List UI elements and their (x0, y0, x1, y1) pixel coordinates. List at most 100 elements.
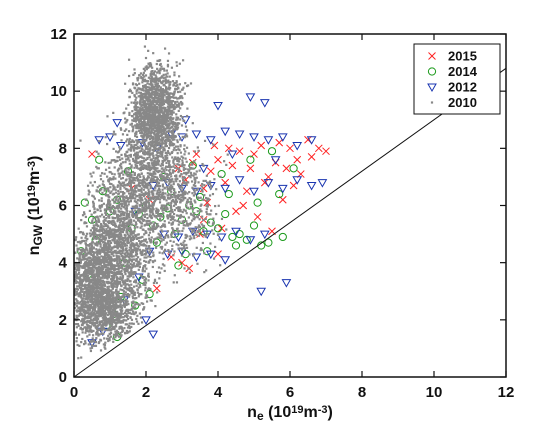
point-2010 (135, 259, 138, 262)
point-2010 (112, 313, 116, 316)
point-2010 (101, 183, 104, 186)
point-2010 (102, 215, 105, 219)
point-2010 (86, 258, 89, 261)
point-2010 (128, 216, 131, 219)
point-2010 (147, 66, 150, 69)
point-2010 (150, 124, 153, 127)
point-2010 (121, 274, 125, 277)
x-mark-stroke (253, 213, 262, 221)
point-2010 (105, 247, 108, 250)
point-2010 (165, 124, 168, 127)
point-2010 (111, 266, 114, 269)
point-2010 (145, 99, 148, 102)
point-2010 (81, 248, 84, 251)
point-2010 (136, 233, 139, 236)
point-2010 (156, 157, 159, 160)
point-2010 (163, 109, 166, 112)
point-2010 (125, 167, 129, 170)
point-2010 (129, 184, 132, 187)
point-2010 (134, 253, 138, 257)
point-2012 (112, 119, 123, 128)
point-2010 (79, 309, 82, 312)
point-2010 (88, 244, 91, 247)
point-2010 (102, 297, 105, 300)
point-2010 (86, 272, 90, 275)
point-2010 (80, 287, 83, 291)
point-2010 (112, 254, 115, 257)
point-2010 (125, 267, 128, 270)
point-2010 (91, 310, 94, 313)
point-2010 (108, 243, 111, 246)
point-2010 (97, 251, 100, 254)
point-2010 (103, 242, 107, 245)
point-2010 (179, 114, 183, 118)
point-2010 (126, 275, 129, 278)
point-2010 (104, 257, 107, 260)
point-2010 (120, 325, 123, 328)
point-2010 (174, 96, 177, 99)
point-2010 (97, 292, 100, 295)
point-2010 (107, 187, 110, 190)
point-2015 (307, 153, 316, 161)
point-2010 (141, 106, 144, 110)
point-2010 (112, 206, 116, 209)
point-2010 (126, 277, 129, 281)
point-2010 (156, 181, 159, 184)
point-2010 (83, 313, 86, 317)
point-2010 (126, 204, 129, 207)
point-2010 (84, 297, 87, 301)
point-2010 (139, 128, 143, 132)
point-2010 (117, 218, 121, 222)
point-2010 (135, 90, 138, 93)
x-mark-stroke (260, 178, 269, 187)
point-2010 (137, 173, 140, 176)
point-2010 (111, 177, 114, 181)
point-2010 (152, 119, 155, 122)
point-2010 (99, 245, 102, 248)
point-2010 (125, 140, 128, 143)
point-2010 (88, 293, 91, 296)
point-2010 (91, 288, 95, 291)
point-2010 (156, 142, 159, 145)
point-2014 (192, 207, 201, 216)
point-2010 (120, 184, 123, 187)
point-2010 (136, 217, 139, 220)
point-2010 (115, 191, 118, 194)
point-2010 (179, 90, 182, 93)
point-2010 (102, 279, 105, 282)
point-2010 (149, 92, 152, 95)
point-2010 (154, 90, 158, 93)
point-2010 (147, 117, 150, 120)
point-2010 (134, 193, 137, 196)
point-2010 (90, 287, 93, 291)
point-2010 (131, 119, 134, 122)
point-2010 (104, 161, 107, 164)
point-2010 (105, 204, 108, 207)
point-2010 (136, 88, 139, 92)
point-2010 (110, 285, 113, 288)
point-2010 (145, 213, 149, 216)
point-2010 (83, 303, 86, 306)
point-2010 (169, 126, 172, 129)
point-2010 (156, 191, 159, 194)
point-2010 (143, 215, 147, 219)
point-2010 (155, 216, 158, 219)
point-2010 (131, 271, 134, 275)
point-2010 (118, 148, 122, 151)
point-2010 (162, 142, 166, 145)
point-2010 (167, 236, 170, 239)
point-2010 (126, 154, 129, 158)
point-2010 (130, 164, 133, 167)
point-2010 (128, 141, 131, 144)
point-2010 (104, 254, 107, 257)
point-2010 (173, 122, 176, 126)
point-2010 (153, 141, 156, 144)
point-2010 (129, 199, 132, 202)
point-2010 (100, 266, 103, 269)
point-2010 (116, 228, 120, 232)
point-2010 (98, 228, 102, 232)
point-2010 (135, 222, 138, 226)
point-2010 (99, 235, 102, 239)
point-2010 (108, 258, 112, 261)
point-2010 (167, 99, 170, 102)
